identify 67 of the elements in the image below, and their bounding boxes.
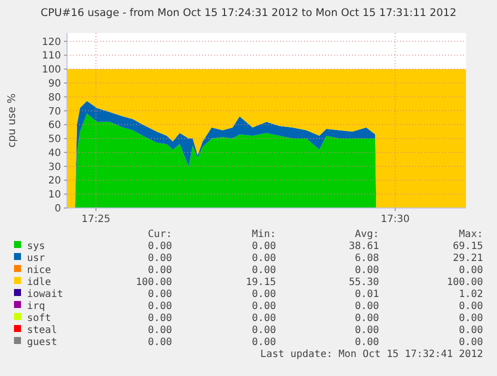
text: Max: xyxy=(458,229,483,240)
text: 100.00 xyxy=(446,277,483,288)
text: 6.08 xyxy=(354,253,379,264)
text: 0.00 xyxy=(252,301,276,312)
text: 0.00 xyxy=(148,301,172,312)
legend-label: sys xyxy=(27,241,46,252)
text: 0.00 xyxy=(354,301,379,312)
text: 0.00 xyxy=(354,313,379,324)
text: 0.00 xyxy=(252,253,276,264)
text: 0.00 xyxy=(148,337,172,348)
text: 0.00 xyxy=(148,289,172,300)
y-tick-label: 50 xyxy=(48,134,61,146)
y-tick-label: 60 xyxy=(48,120,61,132)
text: 38.61 xyxy=(348,241,379,252)
text: 1.02 xyxy=(458,289,483,300)
y-tick-label: 70 xyxy=(48,106,61,118)
text: 0.00 xyxy=(252,313,276,324)
chart-title: CPU#16 usage - from Mon Oct 15 17:24:31 2012 to Mon Oct 15 17:31:11 2012 xyxy=(40,7,456,19)
text: 69.15 xyxy=(452,241,483,252)
text: 55.30 xyxy=(348,277,379,288)
text: 0.00 xyxy=(148,253,172,264)
text: Cur: xyxy=(148,229,172,240)
text: 0.00 xyxy=(458,265,483,276)
y-axis-title: cpu use % xyxy=(6,93,18,148)
y-tick-label: 40 xyxy=(48,148,61,159)
y-tick-label: 30 xyxy=(48,162,61,173)
text: 100.00 xyxy=(136,277,172,288)
text: 0.00 xyxy=(354,337,379,348)
text: 0.00 xyxy=(252,265,276,276)
x-tick-label: 17:30 xyxy=(380,214,410,225)
text: 0.00 xyxy=(252,241,276,252)
legend-label: idle xyxy=(27,277,52,288)
text: 0.00 xyxy=(148,313,172,324)
text: 0.00 xyxy=(458,337,483,348)
y-tick-label: 90 xyxy=(48,78,61,90)
text: Min: xyxy=(252,229,276,240)
text: 0.00 xyxy=(354,265,379,276)
text: 0.00 xyxy=(458,301,483,312)
text: 0.00 xyxy=(148,241,172,252)
text: 29.21 xyxy=(452,253,483,264)
legend-label: steal xyxy=(27,325,58,336)
text: 0.00 xyxy=(354,325,379,336)
text: 0.00 xyxy=(148,325,172,336)
y-tick-label: 10 xyxy=(48,190,61,201)
y-tick-label: 20 xyxy=(48,176,61,187)
text: 0.00 xyxy=(252,337,276,348)
text: 0.01 xyxy=(354,289,379,300)
x-tick-label: 17:25 xyxy=(82,214,110,225)
legend-label: iowait xyxy=(27,289,64,300)
legend-label: irq xyxy=(27,301,46,312)
y-tick-label: 100 xyxy=(42,64,61,76)
y-tick-label: 80 xyxy=(48,92,61,104)
text: 0.00 xyxy=(252,289,276,300)
y-tick-label: 110 xyxy=(42,50,61,62)
legend-label: guest xyxy=(27,337,58,348)
text: Avg: xyxy=(354,229,379,240)
text: 0.00 xyxy=(458,325,483,336)
text: Last update: Mon Oct 15 17:32:41 2012 xyxy=(260,349,483,360)
text: 0.00 xyxy=(252,325,276,336)
text: 19.15 xyxy=(246,277,276,288)
legend-label: nice xyxy=(27,265,52,276)
y-tick-label: 0 xyxy=(54,204,61,214)
legend-label: usr xyxy=(27,253,46,264)
y-tick-label: 120 xyxy=(42,36,61,48)
text: 0.00 xyxy=(458,313,483,324)
text: 0.00 xyxy=(148,265,172,276)
legend-label: soft xyxy=(27,313,52,324)
